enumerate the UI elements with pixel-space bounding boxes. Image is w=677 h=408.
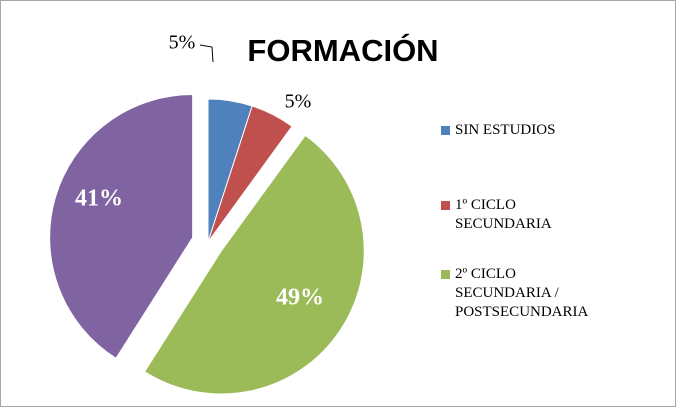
- data-label: 5%: [169, 32, 196, 54]
- pie-slice: [207, 105, 293, 243]
- legend-label: SIN ESTUDIOS: [455, 122, 556, 138]
- data-label: 5%: [285, 91, 312, 113]
- legend-swatch: [441, 126, 450, 135]
- chart-title: FORMACIÓN: [247, 32, 438, 68]
- leader-line: [199, 44, 214, 63]
- legend-swatch: [441, 270, 450, 279]
- data-label: 41%: [75, 186, 123, 212]
- pie-slice: [143, 134, 365, 395]
- legend-label: 1º CICLO SECUNDARIA: [455, 197, 552, 232]
- pie-slice: [49, 94, 194, 359]
- legend-label: 2º CICLO SECUNDARIA / POSTSECUNDARIA: [455, 266, 589, 320]
- data-label: 49%: [276, 285, 324, 311]
- legend-swatch: [441, 201, 450, 210]
